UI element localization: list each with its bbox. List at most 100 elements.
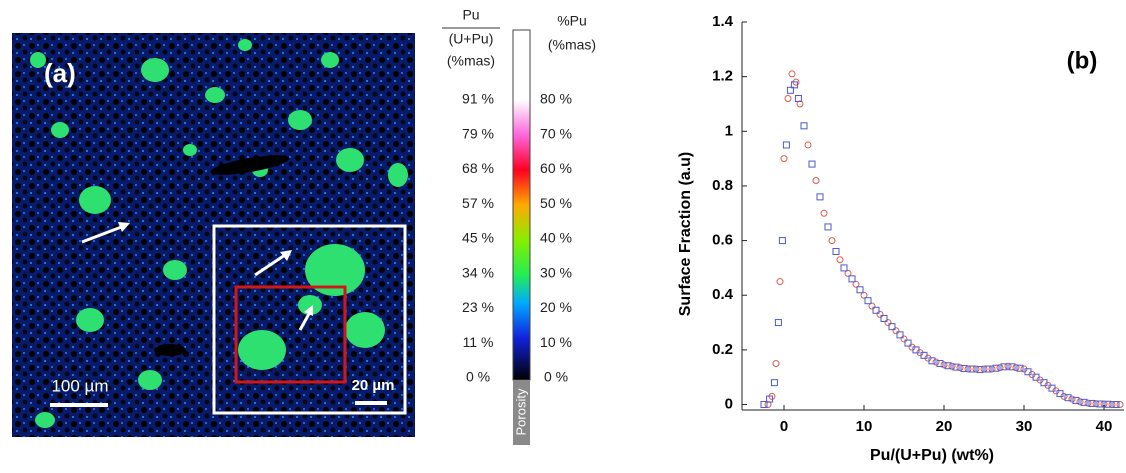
colorbar-label: 20 %	[540, 299, 572, 315]
arrow	[81, 224, 125, 244]
colorbar-label: 70 %	[540, 125, 572, 141]
y-tick-label: 1.2	[712, 68, 733, 85]
point	[976, 366, 984, 374]
colorbar-title: Pu	[462, 7, 479, 23]
point	[788, 70, 796, 78]
point	[876, 310, 884, 318]
point	[852, 280, 860, 288]
scale-bar	[355, 401, 387, 405]
point	[868, 302, 876, 310]
colorbar-label: 40 %	[540, 230, 572, 246]
point	[772, 360, 780, 368]
point	[872, 306, 880, 314]
point	[952, 363, 960, 371]
colorbar: Porosity Pu (U+Pu) (%mas) %Pu (%mas) 91 % 79 %…	[442, 7, 596, 445]
point	[860, 291, 868, 299]
point	[828, 237, 836, 245]
scale-label: 100 µm	[51, 376, 108, 395]
point	[774, 319, 782, 327]
colorbar-title: (U+Pu)	[449, 31, 494, 47]
point	[960, 364, 968, 372]
point	[808, 160, 816, 168]
point	[766, 395, 774, 403]
point	[896, 331, 904, 339]
colorbar-label: 91 %	[462, 91, 494, 107]
point	[790, 81, 798, 89]
point	[1084, 399, 1092, 407]
point	[1004, 362, 1012, 370]
colorbar-title: %Pu	[557, 13, 587, 29]
point	[892, 327, 900, 335]
point	[824, 223, 832, 231]
point	[1112, 401, 1120, 409]
x-tick-label: 20	[936, 418, 953, 435]
colorbar-label: 79 %	[462, 125, 494, 141]
point	[920, 351, 928, 359]
point	[1076, 398, 1084, 406]
y-tick-label: 0.2	[712, 341, 733, 358]
point	[980, 365, 988, 373]
point	[776, 278, 784, 286]
point	[1116, 401, 1124, 409]
colorbar-label: 0 %	[544, 369, 568, 385]
micrograph: (a) 100 µm 20 µm	[12, 33, 415, 437]
x-tick-label: 10	[856, 418, 873, 435]
scale-label: 20 µm	[352, 377, 395, 394]
colorbar-gradient	[512, 29, 531, 381]
point	[972, 365, 980, 373]
point	[1016, 364, 1024, 372]
colorbar-title: (%mas)	[447, 53, 495, 69]
colorbar-label: 23 %	[462, 299, 494, 315]
colorbar-label: 11 %	[463, 334, 494, 350]
colorbar-label: 57 %	[462, 195, 494, 211]
point	[796, 100, 804, 108]
point	[856, 286, 864, 294]
point	[784, 95, 792, 103]
y-tick-label: 0.8	[712, 177, 733, 194]
point	[820, 209, 828, 217]
colorbar-label: 34 %	[462, 264, 494, 280]
point	[760, 401, 768, 409]
point	[844, 269, 852, 277]
point	[956, 364, 964, 372]
point	[988, 365, 996, 373]
point	[794, 95, 802, 103]
point	[1032, 373, 1040, 381]
point	[948, 362, 956, 370]
point	[888, 323, 896, 331]
point	[1008, 363, 1016, 371]
panel-label: (b)	[1067, 47, 1098, 74]
colorbar-title: (%mas)	[548, 37, 596, 53]
x-tick-label: 30	[1016, 418, 1033, 435]
point	[904, 339, 912, 347]
point	[1024, 368, 1032, 376]
point	[968, 365, 976, 373]
inset	[212, 224, 407, 415]
point	[1064, 394, 1072, 402]
point	[964, 365, 972, 373]
point	[804, 141, 812, 149]
point	[770, 379, 778, 387]
point	[816, 193, 824, 201]
point	[944, 362, 952, 370]
colorbar-label: 30 %	[540, 264, 572, 280]
point	[1072, 396, 1080, 404]
point	[864, 297, 872, 305]
scatter-chart: (b) Pu/(U+Pu) (wt%) Surface Fraction (a.…	[677, 13, 1124, 464]
point	[984, 365, 992, 373]
point	[800, 122, 808, 130]
x-tick-label: 0	[780, 418, 788, 435]
point	[782, 141, 790, 149]
point	[1096, 400, 1104, 408]
point	[812, 176, 820, 184]
y-tick-label: 0	[725, 396, 733, 413]
point	[1088, 399, 1096, 407]
point	[992, 364, 1000, 372]
panel-label: (a)	[44, 58, 76, 88]
point	[1080, 398, 1088, 406]
point	[880, 314, 888, 322]
colorbar-label: 60 %	[540, 160, 572, 176]
y-axis-label: Surface Fraction (a.u)	[677, 152, 694, 316]
